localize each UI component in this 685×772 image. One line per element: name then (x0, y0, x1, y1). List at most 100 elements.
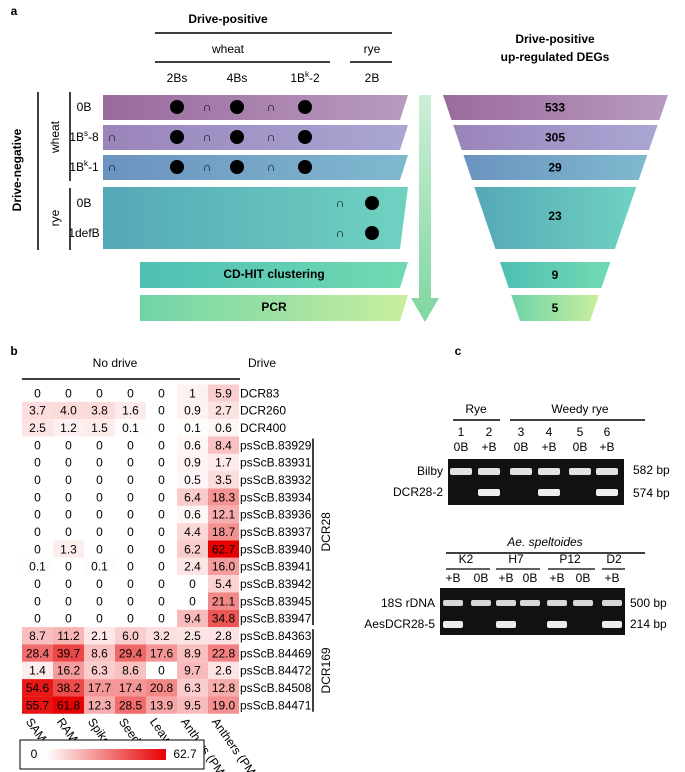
heat-cell (115, 488, 146, 506)
flow-bar (140, 295, 408, 321)
heat-cell (208, 401, 239, 420)
heat-cell (115, 609, 146, 628)
cell-label: 0 (96, 594, 103, 608)
cell-label: 2.1 (91, 629, 108, 643)
cell-label: 6.4 (184, 490, 201, 504)
cell-label: 28.5 (119, 698, 143, 712)
heat-cell (146, 575, 177, 593)
row-label-base: 1B (69, 160, 84, 174)
cell-label: 62.7 (212, 542, 236, 556)
row-label: psScB.84363 (240, 629, 312, 643)
heat-cell (208, 436, 239, 454)
marker: AesDCR28-5 (364, 617, 435, 631)
heat-cell (22, 696, 53, 714)
column-label-after: -2 (309, 71, 320, 85)
header: rye (364, 42, 381, 56)
heat-cell (208, 661, 239, 680)
column-label-sup: k (305, 70, 310, 79)
heat-cell (22, 627, 53, 645)
cell-label: 8.9 (184, 646, 201, 660)
band (520, 600, 540, 606)
dot (298, 130, 312, 144)
cell-label: 3.7 (29, 404, 46, 418)
genotype: 0B (454, 440, 469, 454)
cell-label: 1 (189, 386, 196, 400)
heat-cell (146, 696, 177, 714)
heat-cell (146, 505, 177, 524)
cell-label: 4.0 (60, 404, 77, 418)
genotype: 0B (514, 440, 529, 454)
heat-cell (115, 575, 146, 593)
cell-label: 0 (34, 438, 41, 452)
lane-number: 3 (518, 425, 525, 439)
cell-label: 0.9 (184, 456, 201, 470)
row-label: 1Bs-8 (69, 129, 99, 145)
cell-label: 0 (34, 612, 41, 626)
row-label: psScB.83937 (240, 525, 312, 539)
cell-label: 0 (189, 594, 196, 608)
heat-cell (208, 419, 239, 437)
band (538, 468, 560, 475)
colorbar-label: 62.7 (173, 747, 197, 761)
accession: P12 (559, 552, 581, 566)
cell-label: 18.3 (212, 490, 236, 504)
heat-cell (22, 592, 53, 610)
side-label: wheat (48, 120, 62, 154)
genotype: 0B (474, 571, 489, 585)
heat-cell (53, 644, 84, 662)
marker: DCR28-2 (393, 485, 443, 499)
genotype: +B (549, 571, 564, 585)
cell-label: 0 (65, 508, 72, 522)
cell-label: 16.0 (212, 560, 236, 574)
marker: Bilby (417, 464, 443, 478)
row-label: DCR83 (240, 386, 280, 400)
genotype: +B (445, 571, 460, 585)
cell-label: 19.0 (212, 698, 236, 712)
column-label: 4Bs (227, 71, 248, 85)
deg-count: 23 (548, 209, 562, 223)
heat-cell (146, 592, 177, 610)
cell-label: 3.5 (215, 473, 232, 487)
band (450, 468, 472, 475)
heat-cell (84, 696, 115, 714)
cell-label: 2.4 (184, 560, 201, 574)
heat-cell (22, 523, 53, 541)
dot (298, 160, 312, 174)
header: Drive-positive (188, 12, 268, 26)
cell-label: 61.8 (57, 698, 81, 712)
side-label: Drive-negative (10, 128, 24, 211)
cell-label: 54.6 (26, 681, 50, 695)
cell-label: 17.4 (119, 681, 143, 695)
cell-label: 0 (127, 508, 134, 522)
heat-cell (177, 384, 208, 402)
heat-cell (22, 419, 53, 437)
heat-cell (177, 540, 208, 558)
heat-cell (115, 453, 146, 472)
cell-label: 1.3 (60, 542, 77, 556)
deg-count: 9 (552, 268, 559, 282)
cell-label: 8.7 (29, 629, 46, 643)
band (547, 600, 567, 606)
cell-label: 0 (96, 612, 103, 626)
dot (170, 100, 184, 114)
cell-label: 0.1 (122, 421, 139, 435)
group-label: Rye (465, 402, 487, 416)
row-label: psScB.83932 (240, 473, 312, 487)
size: 574 bp (633, 486, 670, 500)
heat-cell (208, 592, 239, 610)
heat-cell (146, 384, 177, 402)
band (547, 621, 567, 628)
heat-cell (53, 696, 84, 714)
cell-label: 0 (127, 438, 134, 452)
heat-cell (84, 471, 115, 489)
cell-label: 0.6 (184, 438, 201, 452)
heat-cell (84, 419, 115, 437)
row-label-after: -1 (88, 160, 99, 174)
column-label: 1Bk-2 (290, 70, 320, 86)
cell-label: 4.4 (184, 525, 201, 539)
genotype: 0B (576, 571, 591, 585)
cell-label: 0 (34, 542, 41, 556)
cell-label: 0 (34, 473, 41, 487)
